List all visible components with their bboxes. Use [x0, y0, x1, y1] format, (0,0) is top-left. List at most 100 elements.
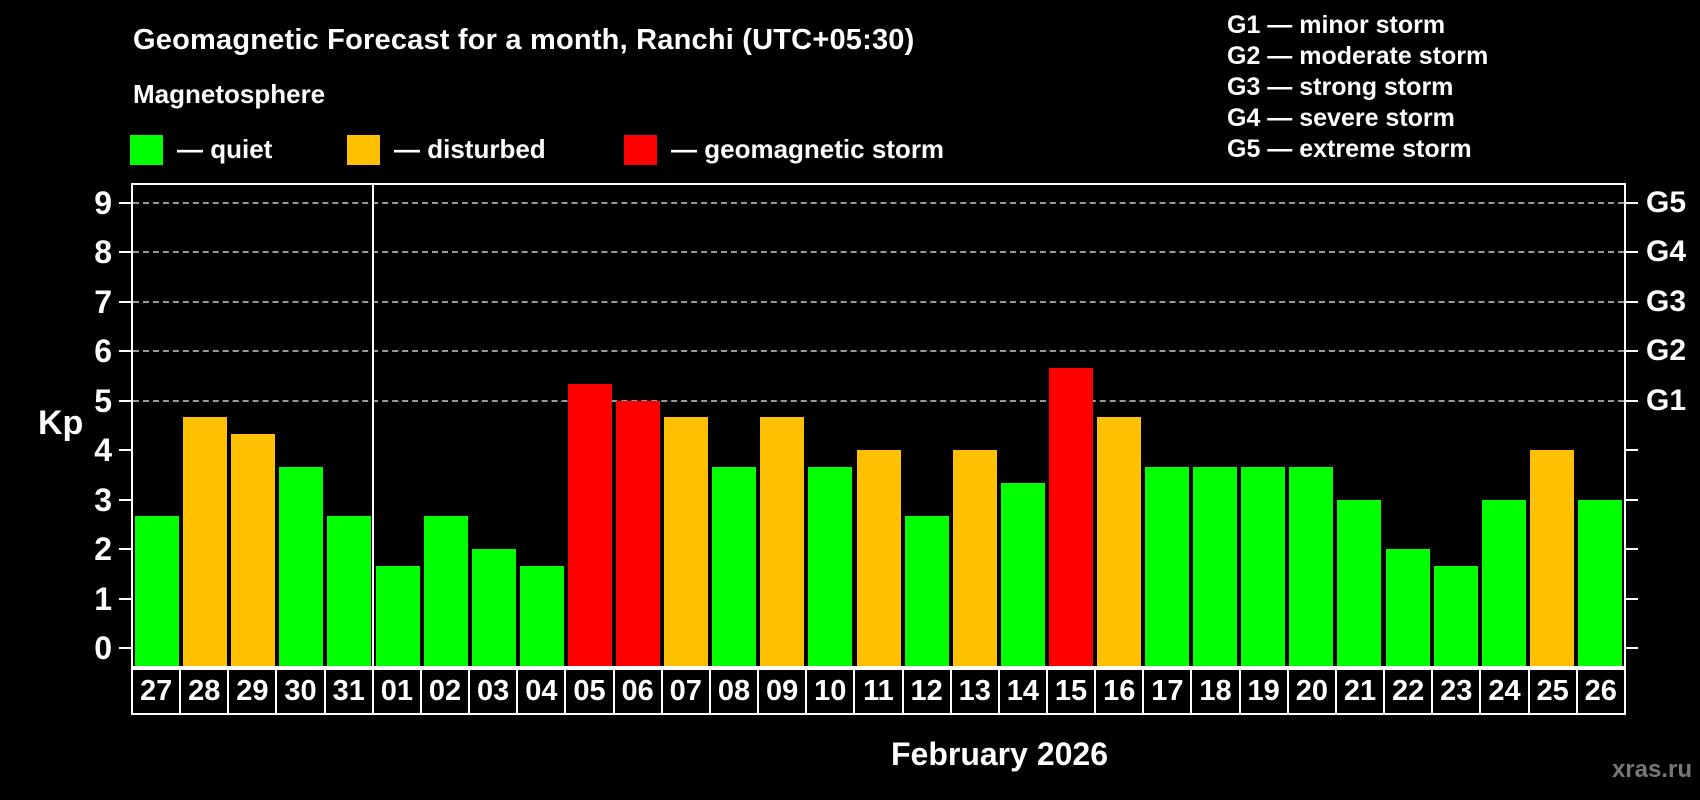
- day-cell-07: 07: [660, 668, 711, 715]
- bar-day-27: [135, 516, 180, 666]
- y-tick-label-9: 9: [94, 184, 112, 221]
- bar-day-30: [279, 466, 324, 666]
- bar-day-23: [1433, 565, 1478, 666]
- day-cell-05: 05: [564, 668, 615, 715]
- day-cell-21: 21: [1334, 668, 1386, 715]
- day-cell-11: 11: [853, 668, 904, 715]
- day-cell-04: 04: [516, 668, 567, 715]
- day-cell-18: 18: [1190, 668, 1241, 715]
- day-cell-22: 22: [1383, 668, 1434, 715]
- y-right-tick-7: [1626, 300, 1638, 303]
- day-cell-28: 28: [179, 668, 230, 715]
- legend-storm-label: — geomagnetic storm: [671, 134, 945, 164]
- g5-legend-line: G5 — extreme storm: [1227, 135, 1472, 163]
- day-cell-01: 01: [371, 668, 422, 715]
- bar-day-15: [1048, 367, 1093, 666]
- day-cell-09: 09: [757, 668, 808, 715]
- g-scale-label-g3: G3: [1646, 284, 1687, 318]
- y-tick-label-6: 6: [94, 333, 112, 370]
- day-cell-16: 16: [1094, 668, 1145, 715]
- x-axis-days: 27 28 29 30 31 01 02 03 04 05 06 07 08 09 10 11 12 13 14 15…: [131, 668, 1626, 715]
- day-cell-06: 06: [612, 668, 663, 715]
- disturbed-color-swatch: [347, 134, 380, 165]
- day-cell-26: 26: [1575, 668, 1626, 715]
- bar-day-01: [375, 565, 420, 666]
- day-cell-02: 02: [419, 668, 471, 715]
- g-scale-label-g1: G1: [1646, 383, 1687, 417]
- day-cell-23: 23: [1431, 668, 1482, 715]
- chart-subtitle: Magnetosphere: [133, 79, 326, 109]
- y-right-tick-2: [1626, 548, 1638, 551]
- day-cell-27: 27: [131, 668, 182, 715]
- day-cell-10: 10: [805, 668, 856, 715]
- bar-day-24: [1481, 499, 1526, 666]
- bar-day-20: [1289, 466, 1334, 666]
- page-title: Geomagnetic Forecast for a month, Ranchi…: [133, 24, 915, 56]
- legend-item-storm: — geomagnetic storm: [624, 134, 944, 165]
- y-right-tick-8: [1626, 251, 1638, 254]
- bar-day-19: [1241, 466, 1286, 666]
- y-tick-label-2: 2: [94, 531, 112, 568]
- bar-day-08: [712, 466, 757, 666]
- quiet-color-swatch: [130, 134, 163, 165]
- bar-day-28: [183, 417, 228, 666]
- gridline-kp-7: [133, 300, 1624, 303]
- storm-color-swatch: [624, 134, 657, 165]
- bar-day-03: [471, 549, 516, 666]
- g-scale-label-g5: G5: [1646, 185, 1687, 219]
- bar-day-14: [1000, 483, 1045, 666]
- legend-item-disturbed: — disturbed: [347, 134, 546, 165]
- gridline-kp-6: [133, 350, 1624, 353]
- bar-day-21: [1337, 499, 1382, 666]
- y-tick-5: [119, 399, 131, 402]
- y-right-tick-9: [1626, 201, 1638, 204]
- y-tick-4: [119, 449, 131, 452]
- y-tick-6: [119, 350, 131, 353]
- day-cell-19: 19: [1238, 668, 1289, 715]
- bar-day-13: [952, 450, 997, 666]
- legend-item-quiet: — quiet: [130, 134, 272, 165]
- day-cell-17: 17: [1142, 668, 1193, 715]
- g-scale-legend: G1 — minor storm G2 — moderate storm G3 …: [1227, 10, 1488, 165]
- day-cell-29: 29: [227, 668, 278, 715]
- y-right-tick-6: [1626, 350, 1638, 353]
- y-right-tick-1: [1626, 597, 1638, 600]
- day-cell-20: 20: [1286, 668, 1337, 715]
- y-tick-9: [119, 201, 131, 204]
- y-tick-label-7: 7: [94, 283, 112, 320]
- y-tick-label-1: 1: [94, 580, 112, 617]
- bar-day-07: [664, 417, 709, 666]
- bar-day-02: [423, 516, 468, 666]
- day-cell-08: 08: [708, 668, 760, 715]
- y-tick-2: [119, 548, 131, 551]
- g3-legend-line: G3 — strong storm: [1227, 73, 1454, 101]
- y-tick-7: [119, 300, 131, 303]
- bar-day-18: [1193, 466, 1238, 666]
- bar-day-26: [1577, 499, 1622, 666]
- day-cell-31: 31: [323, 668, 374, 715]
- bar-day-04: [519, 565, 564, 666]
- bar-day-11: [856, 450, 901, 666]
- bar-day-17: [1145, 466, 1190, 666]
- y-tick-3: [119, 498, 131, 501]
- y-right-tick-3: [1626, 498, 1638, 501]
- y-tick-label-5: 5: [94, 382, 112, 419]
- day-cell-30: 30: [275, 668, 326, 715]
- y-tick-8: [119, 251, 131, 254]
- bar-day-05: [567, 384, 612, 666]
- g1-legend-line: G1 — minor storm: [1227, 11, 1446, 39]
- g-scale-label-g4: G4: [1646, 235, 1687, 269]
- legend-disturbed-label: — disturbed: [394, 134, 546, 164]
- day-cell-25: 25: [1527, 668, 1578, 715]
- bar-day-25: [1529, 450, 1574, 666]
- bar-day-12: [904, 516, 949, 666]
- y-tick-label-8: 8: [94, 234, 112, 271]
- bar-day-09: [760, 417, 805, 666]
- y-right-tick-4: [1626, 449, 1638, 452]
- bar-day-06: [616, 400, 661, 666]
- gridline-kp-5: [133, 399, 1624, 402]
- day-cell-15: 15: [1045, 668, 1097, 715]
- day-cell-03: 03: [468, 668, 519, 715]
- y-right-tick-0: [1626, 647, 1638, 650]
